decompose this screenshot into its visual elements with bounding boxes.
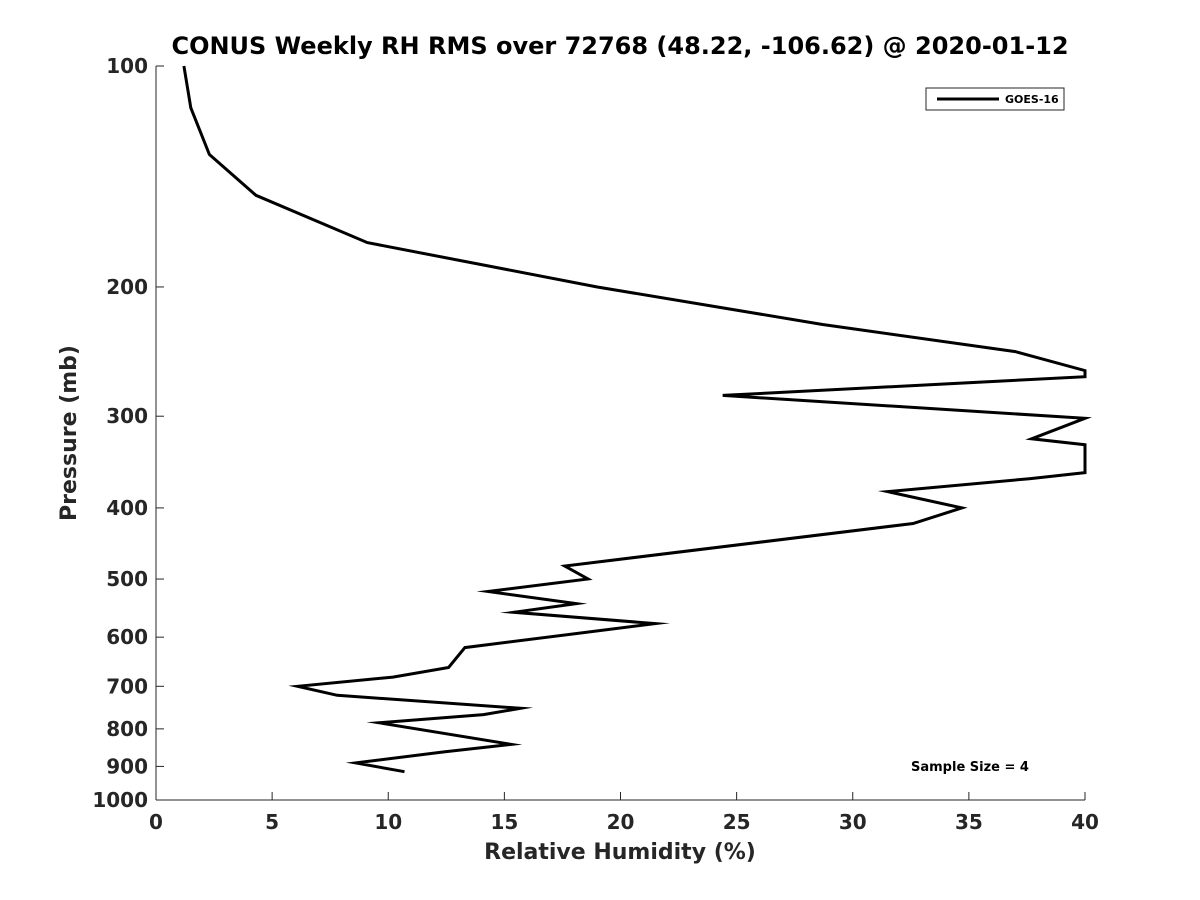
y-axis-label: Pressure (mb)	[57, 345, 82, 521]
series-group	[182, 65, 1092, 774]
y-tick-label: 500	[106, 567, 148, 591]
axes	[155, 66, 1085, 801]
y-tick-label: 200	[106, 275, 148, 299]
x-tick-label: 10	[374, 810, 402, 834]
series-line-goes-16	[182, 65, 1092, 774]
y-tick-label: 400	[106, 496, 148, 520]
x-tick-label: 15	[490, 810, 518, 834]
y-tick-label: 600	[106, 625, 148, 649]
x-axis-label: Relative Humidity (%)	[484, 840, 756, 865]
x-tick-label: 20	[607, 810, 635, 834]
legend: GOES-16	[925, 87, 1065, 111]
y-tick-label: 900	[106, 754, 148, 778]
x-tick-label: 35	[955, 810, 983, 834]
x-tick-label: 30	[839, 810, 867, 834]
x-tick-label: 25	[723, 810, 751, 834]
sample-size-annotation: Sample Size = 4	[911, 760, 1029, 775]
chart-title: CONUS Weekly RH RMS over 72768 (48.22, -…	[171, 32, 1068, 60]
y-tick-label: 800	[106, 717, 148, 741]
y-tick-label: 300	[106, 404, 148, 428]
x-tick-label: 40	[1071, 810, 1099, 834]
x-tick-label: 0	[149, 810, 163, 834]
legend-label-goes-16: GOES-16	[1005, 93, 1059, 106]
y-tick-label: 1000	[92, 788, 148, 812]
y-tick-label: 700	[106, 674, 148, 698]
x-tick-label: 5	[265, 810, 279, 834]
x-axis-ticks: 0 5 10 15 20 25 30 35 40	[149, 792, 1099, 834]
y-tick-label: 100	[106, 54, 148, 78]
y-axis-ticks: 100 200 300 400 500 600 700 800 900 1000	[92, 54, 164, 812]
